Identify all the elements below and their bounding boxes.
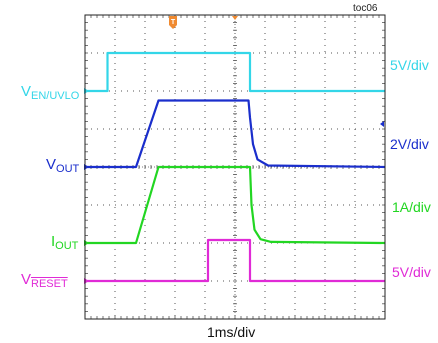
scale-vreset: 5V/div: [392, 264, 431, 280]
label-iout-sub: OUT: [55, 240, 79, 252]
trace-out: [85, 165, 386, 245]
label-ven-uvlo-sub: EN/UVLO: [31, 90, 80, 102]
trigger-marker: T: [169, 16, 177, 29]
plot-frame: [84, 14, 386, 320]
trace-en-uvlo: [85, 51, 385, 93]
label-ven-uvlo-main: V: [21, 83, 32, 100]
figure-id: toc06: [353, 3, 378, 14]
label-vout-sub: OUT: [56, 163, 80, 175]
label-iout-main: I: [51, 233, 56, 250]
label-vreset: VRESET: [21, 272, 68, 290]
scale-vout: 2V/div: [390, 136, 429, 152]
label-vreset-sub: RESET: [31, 278, 68, 290]
trigger-time-marker: [232, 16, 238, 20]
scale-ven-uvlo: 5V/div: [390, 57, 429, 73]
label-vout-main: V: [46, 156, 57, 173]
label-vreset-main: V: [21, 271, 32, 288]
trace-reset: [85, 238, 385, 283]
trace-out: [85, 99, 386, 169]
svg-text:T: T: [171, 19, 176, 26]
trigger-level-marker: [380, 121, 384, 127]
label-ven-uvlo: VEN/UVLO: [21, 84, 79, 102]
label-iout: IOUT: [51, 234, 78, 252]
scale-iout: 1A/div: [392, 199, 431, 215]
x-axis-label: 1ms/div: [207, 324, 256, 340]
label-vout: VOUT: [46, 157, 79, 175]
